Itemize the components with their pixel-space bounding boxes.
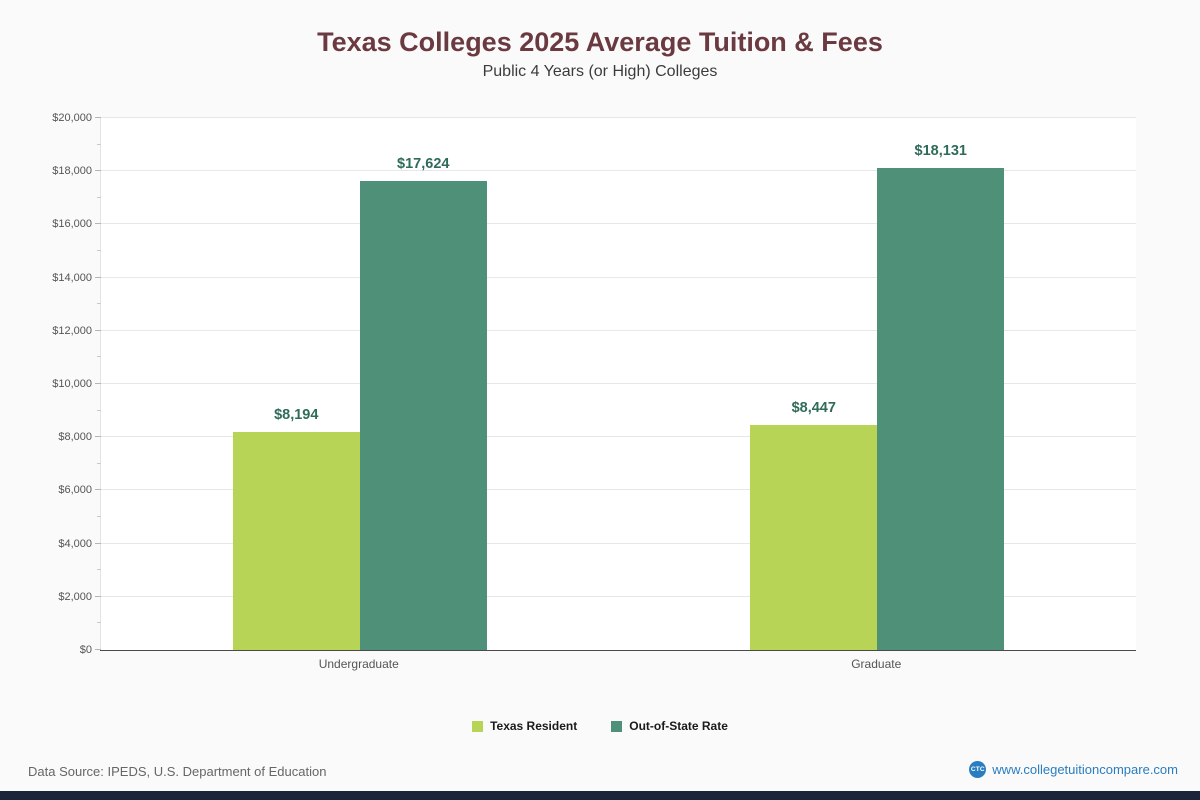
- y-axis-major-tick: [95, 170, 101, 172]
- y-axis-major-tick: [95, 117, 101, 118]
- y-axis-minor-tick: [97, 622, 101, 624]
- y-axis-major-tick: [95, 383, 101, 384]
- y-axis-tick-label: $14,000: [52, 271, 92, 284]
- ctc-logo-icon[interactable]: CTC: [969, 761, 987, 778]
- legend: Texas Resident Out-of-State Rate: [0, 719, 1200, 733]
- gridline: [101, 436, 1136, 438]
- gridline: [101, 223, 1136, 225]
- chart-title: Texas Colleges 2025 Average Tuition & Fe…: [317, 27, 883, 57]
- gridline: [101, 383, 1136, 384]
- y-axis-minor-tick: [97, 303, 101, 305]
- y-axis-major-tick: [95, 223, 101, 225]
- y-axis-major-tick: [95, 595, 101, 597]
- gridline: [101, 595, 1136, 597]
- x-axis-line: [100, 650, 1136, 651]
- gridline: [101, 276, 1136, 278]
- y-axis-minor-tick: [97, 356, 101, 358]
- bar-groups: $8,194 $17,624 $8,447 $18,131: [101, 118, 1136, 650]
- y-axis-major-tick: [95, 276, 101, 278]
- gridline: [101, 542, 1136, 544]
- y-axis-major-tick: [95, 329, 101, 331]
- y-axis-tick-label: $2,000: [58, 590, 92, 603]
- y-axis-tick-label: $12,000: [52, 324, 92, 337]
- y-axis-tick-label: $16,000: [52, 218, 92, 231]
- x-axis-category-label: Graduate: [851, 657, 902, 671]
- y-axis-minor-tick: [97, 462, 101, 464]
- y-axis-major-tick: [95, 436, 101, 438]
- legend-swatch-icon: [472, 720, 484, 732]
- footer-site-link[interactable]: CTC www.collegetuitioncompare.com: [969, 761, 1178, 778]
- bar-texas-resident-graduate: $8,447: [750, 400, 878, 650]
- gridline: [101, 170, 1136, 172]
- bar-group-undergraduate: $8,194 $17,624: [101, 118, 619, 650]
- x-axis-labels: Undergraduate Graduate: [100, 657, 1135, 671]
- bar-value-label: $8,194: [274, 407, 319, 424]
- y-axis-minor-tick: [97, 409, 101, 411]
- gridline: [101, 489, 1136, 491]
- y-axis-minor-tick: [97, 196, 101, 198]
- bar-texas-resident-undergraduate: $8,194: [232, 407, 360, 650]
- gridline: [101, 329, 1136, 331]
- bottom-accent-bar: [0, 791, 1200, 800]
- legend-label: Texas Resident: [490, 719, 578, 733]
- data-source-note: Data Source: IPEDS, U.S. Department of E…: [28, 764, 327, 779]
- legend-swatch-icon: [611, 720, 623, 732]
- bar-value-label: $18,131: [914, 142, 967, 159]
- y-axis-tick-label: $4,000: [58, 537, 92, 550]
- y-axis-tick-label: $8,000: [58, 431, 92, 444]
- y-axis-tick-label: $10,000: [52, 378, 92, 390]
- gridline: [101, 117, 1136, 118]
- bar-out-of-state-rate-undergraduate: $17,624: [359, 156, 487, 650]
- legend-item-texas-resident: Texas Resident: [472, 719, 577, 733]
- y-axis-tick-label: $20,000: [52, 112, 92, 124]
- legend-label: Out-of-State Rate: [629, 719, 728, 733]
- legend-item-out-of-state-rate: Out-of-State Rate: [611, 719, 728, 733]
- bar-group-graduate: $8,447 $18,131: [619, 118, 1137, 650]
- site-url[interactable]: www.collegetuitioncompare.com: [992, 762, 1178, 777]
- x-axis-category-label: Undergraduate: [318, 657, 399, 671]
- bar-value-label: $17,624: [397, 156, 450, 173]
- plot-area: $0 $2,000 $4,000 $6,000 $8,000 $10,000 $12,000…: [52, 112, 1136, 656]
- y-axis-tick-label: $0: [79, 644, 92, 656]
- y-axis-tick-label: $18,000: [52, 165, 92, 178]
- y-axis-major-tick: [95, 489, 101, 491]
- y-axis-minor-tick: [97, 143, 101, 145]
- y-axis-major-tick: [95, 542, 101, 544]
- chart-subtitle: Public 4 Years (or High) Colleges: [482, 63, 718, 80]
- y-axis-minor-tick: [97, 569, 101, 571]
- bar-out-of-state-rate-graduate: $18,131: [877, 143, 1005, 650]
- y-axis-major-tick: [95, 649, 101, 650]
- y-axis-minor-tick: [97, 516, 101, 517]
- y-axis-minor-tick: [97, 250, 101, 251]
- y-axis-tick-label: $6,000: [58, 484, 92, 497]
- bar-value-label: $8,447: [791, 400, 836, 417]
